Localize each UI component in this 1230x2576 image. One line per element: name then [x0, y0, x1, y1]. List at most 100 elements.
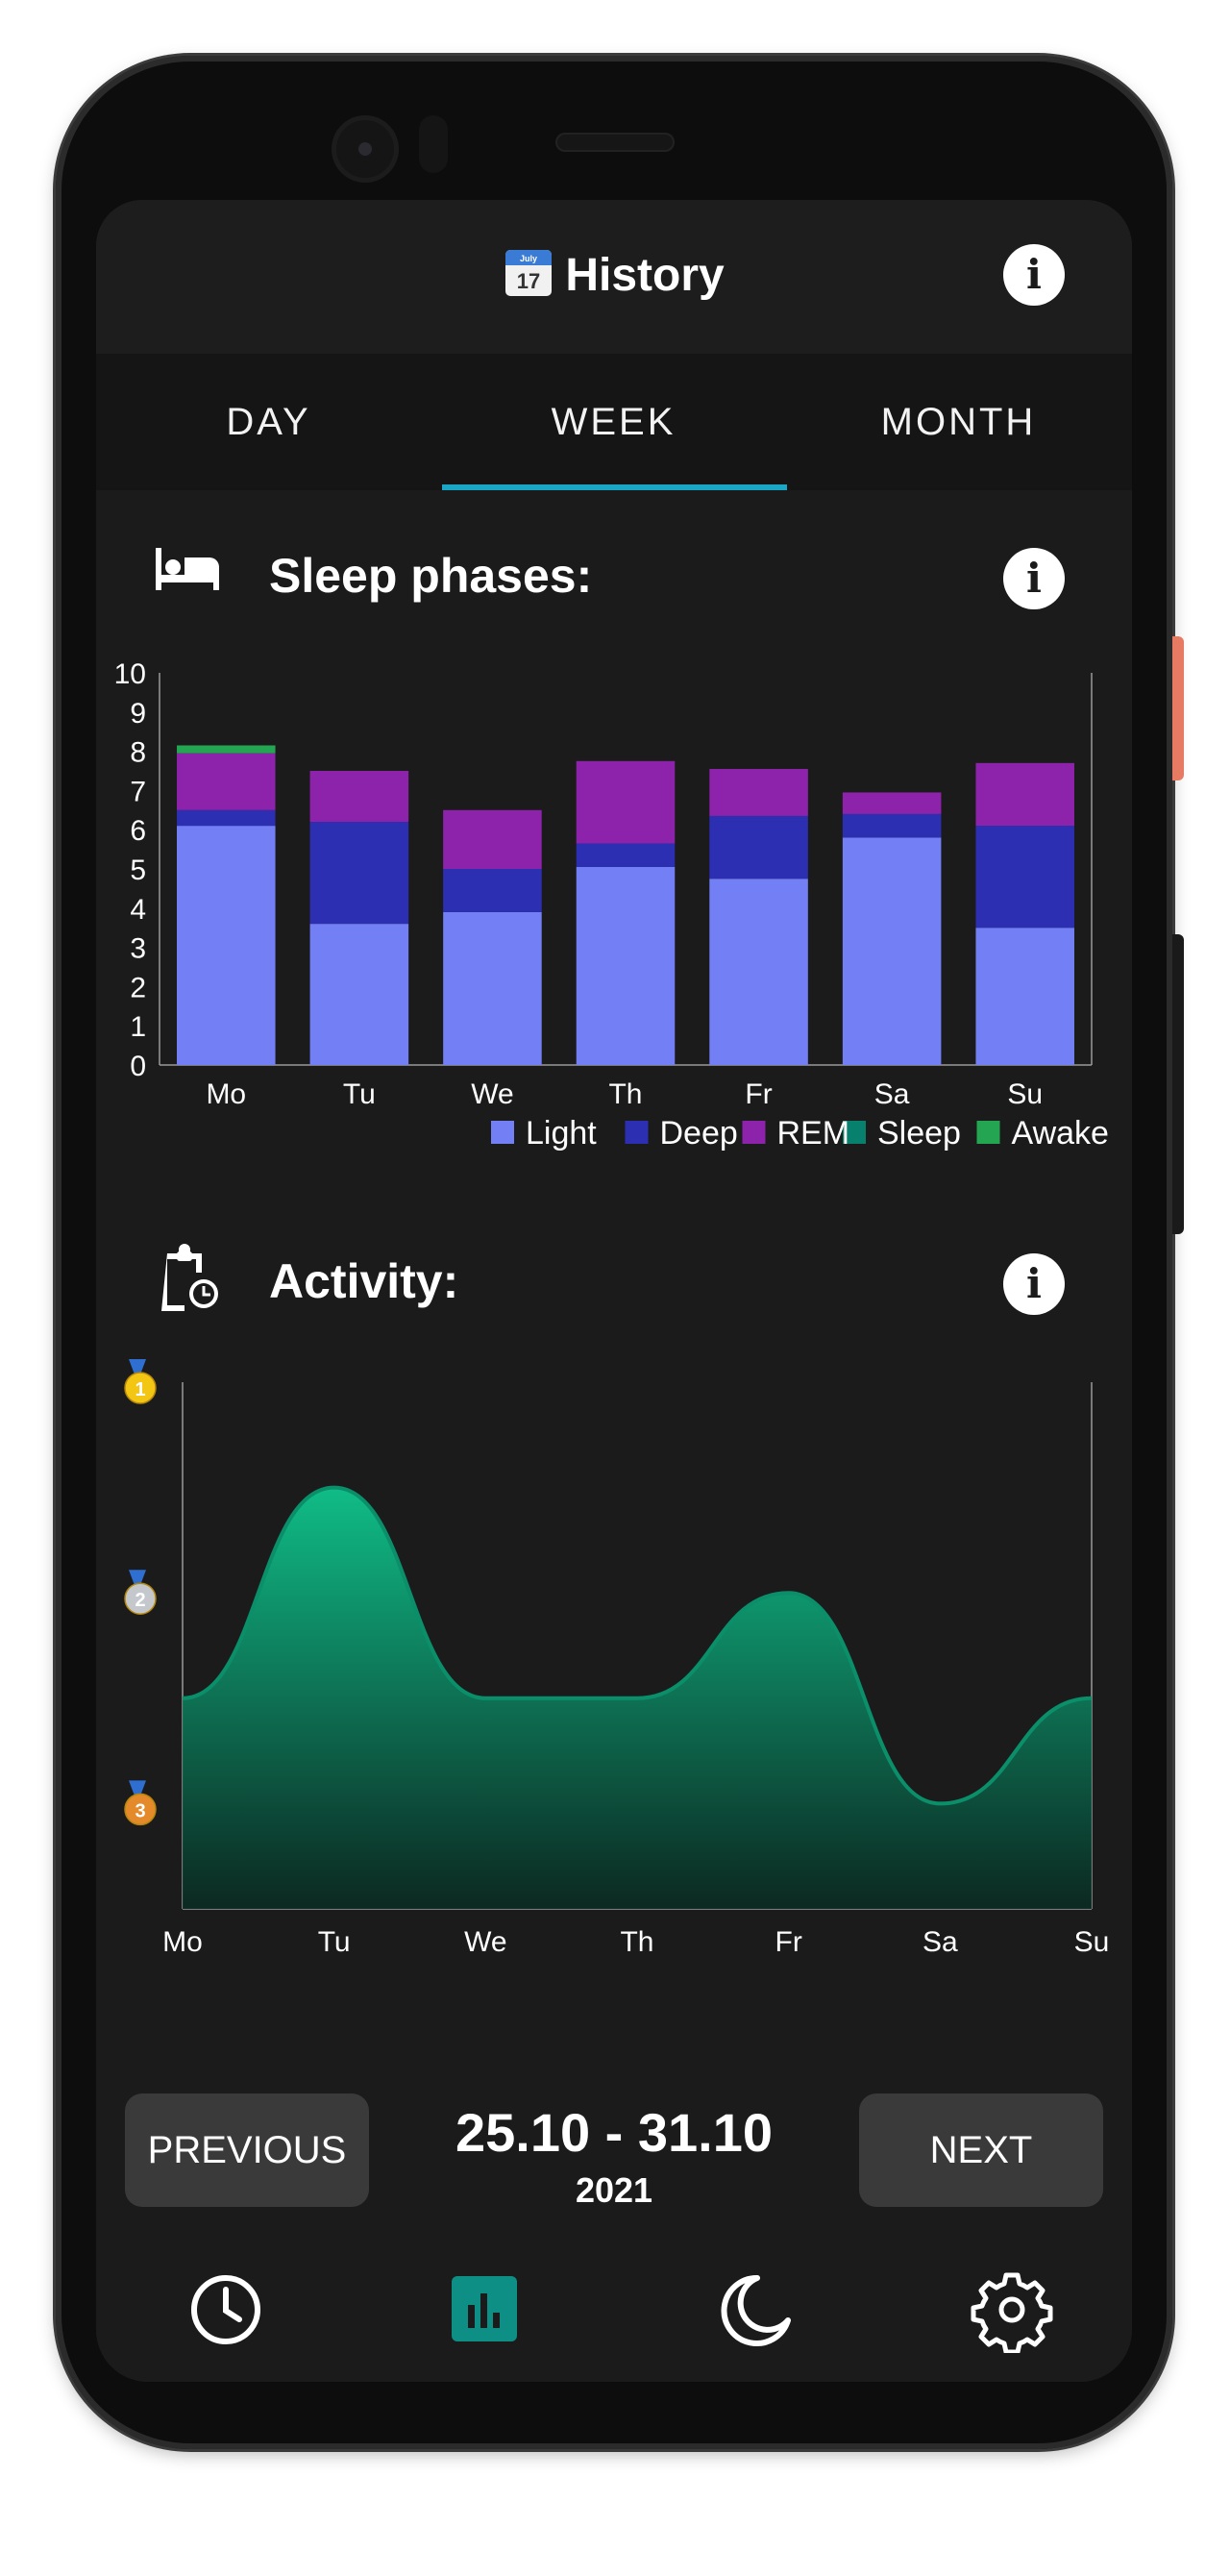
sleep-info-button[interactable]: i — [1003, 548, 1065, 609]
legend-swatch-light — [491, 1121, 514, 1144]
active-tab-indicator — [442, 484, 787, 490]
y-tick-label: 1 — [130, 1011, 146, 1043]
earpiece-speaker — [555, 133, 675, 152]
legend-swatch-rem — [742, 1121, 766, 1144]
bar-fr-deep — [709, 815, 808, 879]
y-tick-label: 0 — [130, 1051, 146, 1082]
bar-tu-deep — [309, 822, 409, 925]
x-tick-label: Sa — [874, 1078, 910, 1110]
x-tick-label: Th — [608, 1078, 642, 1110]
app-bar: 17 July History i — [96, 200, 1132, 354]
bar-fr-rem — [709, 768, 808, 816]
nav-settings[interactable] — [969, 2266, 1055, 2355]
app-screen: 17 July History i DAY WEEK MONTH Sleep p… — [96, 200, 1132, 2382]
info-icon: i — [1026, 555, 1042, 602]
bar-sa-deep — [842, 813, 942, 838]
bar-su-rem — [975, 762, 1074, 827]
tab-month[interactable]: MONTH — [880, 401, 1037, 443]
bar-we-rem — [443, 809, 542, 869]
legend-label-light: Light — [526, 1115, 597, 1152]
activity-chart: Mo Tu We Th Fr Sa Su 1 2 3 — [124, 1359, 1110, 1958]
activity-x-tick-label: Mo — [162, 1926, 203, 1958]
bronze-medal-icon: 3 — [124, 1780, 157, 1826]
nav-sleep[interactable] — [711, 2266, 798, 2353]
bar-th-light — [576, 866, 676, 1065]
y-tick-label: 6 — [130, 815, 146, 847]
power-button — [1172, 636, 1184, 780]
bar-mo-deep — [177, 809, 276, 827]
svg-text:2: 2 — [135, 1590, 145, 1611]
x-tick-label: Mo — [206, 1078, 246, 1110]
bar-su-light — [975, 928, 1074, 1065]
y-tick-label: 10 — [114, 658, 146, 690]
bar-th-rem — [576, 760, 676, 844]
svg-text:July: July — [520, 254, 537, 263]
activity-info-button[interactable]: i — [1003, 1253, 1065, 1315]
x-tick-label: Tu — [343, 1078, 376, 1110]
date-range: 25.10 - 31.10 — [455, 2102, 774, 2163]
tab-day[interactable]: DAY — [226, 401, 311, 443]
legend-swatch-sleep — [843, 1121, 866, 1144]
y-tick-label: 8 — [130, 737, 146, 769]
y-tick-label: 9 — [130, 698, 146, 730]
front-camera — [332, 115, 399, 183]
bar-tu-rem — [309, 771, 409, 823]
svg-text:17: 17 — [517, 269, 540, 293]
y-tick-label: 2 — [130, 972, 146, 1003]
activity-title: Activity: — [269, 1254, 459, 1308]
activity-x-tick-label: Su — [1074, 1926, 1110, 1958]
info-icon: i — [1026, 251, 1042, 298]
sleep-phases-header: Sleep phases: i — [96, 531, 1132, 627]
bar-su-deep — [975, 826, 1074, 929]
legend-swatch-deep — [625, 1121, 649, 1144]
bar-sa-rem — [842, 792, 942, 814]
legend-label-awake: Awake — [1012, 1115, 1109, 1152]
tab-week[interactable]: WEEK — [551, 401, 676, 443]
calendar-icon: 17 July — [505, 250, 553, 296]
activity-x-tick-label: Tu — [318, 1926, 351, 1958]
y-tick-label: 3 — [130, 933, 146, 965]
bottom-navigation — [96, 2247, 1132, 2382]
nav-clock[interactable] — [183, 2266, 269, 2353]
legend-label-sleep: Sleep — [877, 1115, 961, 1152]
svg-text:1: 1 — [135, 1379, 145, 1400]
x-tick-label: Su — [1007, 1078, 1043, 1110]
next-button[interactable]: NEXT — [859, 2093, 1103, 2207]
date-year: 2021 — [575, 2170, 653, 2210]
previous-button[interactable]: PREVIOUS — [125, 2093, 369, 2207]
app-title: History — [565, 250, 725, 301]
x-tick-label: We — [471, 1078, 513, 1110]
activity-line — [182, 1485, 1093, 1806]
moon-icon — [721, 2274, 791, 2346]
silver-medal-icon: 2 — [124, 1570, 157, 1615]
gold-medal-icon: 1 — [124, 1359, 157, 1404]
activity-x-tick-label: Th — [620, 1926, 653, 1958]
activity-x-tick-label: Sa — [922, 1926, 958, 1958]
y-tick-label: 5 — [130, 855, 146, 886]
tab-bar: DAY WEEK MONTH — [96, 354, 1132, 490]
sensor — [419, 115, 448, 173]
page-title: 17 July History — [96, 246, 1132, 302]
sleep-phases-title: Sleep phases: — [269, 549, 593, 603]
activity-x-tick-label: Fr — [775, 1926, 802, 1958]
bar-chart-icon — [468, 2293, 500, 2328]
legend-label-deep: Deep — [660, 1115, 738, 1152]
activity-x-tick-label: We — [464, 1926, 506, 1958]
bed-icon — [156, 548, 219, 590]
clock-icon — [191, 2275, 260, 2344]
y-tick-label: 4 — [130, 894, 146, 926]
header-info-button[interactable]: i — [1003, 244, 1065, 306]
svg-text:3: 3 — [135, 1800, 145, 1821]
nav-history[interactable] — [452, 2276, 538, 2363]
legend-swatch-awake — [976, 1121, 1000, 1144]
bar-sa-light — [842, 837, 942, 1065]
bar-we-deep — [443, 869, 542, 912]
bar-mo-awake — [177, 745, 276, 754]
activity-area — [183, 1487, 1092, 1909]
gear-icon — [971, 2272, 1053, 2355]
bar-th-deep — [576, 843, 676, 867]
activity-header: Activity: i — [96, 1236, 1132, 1332]
bar-fr-light — [709, 879, 808, 1065]
info-icon: i — [1026, 1260, 1042, 1307]
clipboard-clock-icon — [161, 1244, 218, 1311]
